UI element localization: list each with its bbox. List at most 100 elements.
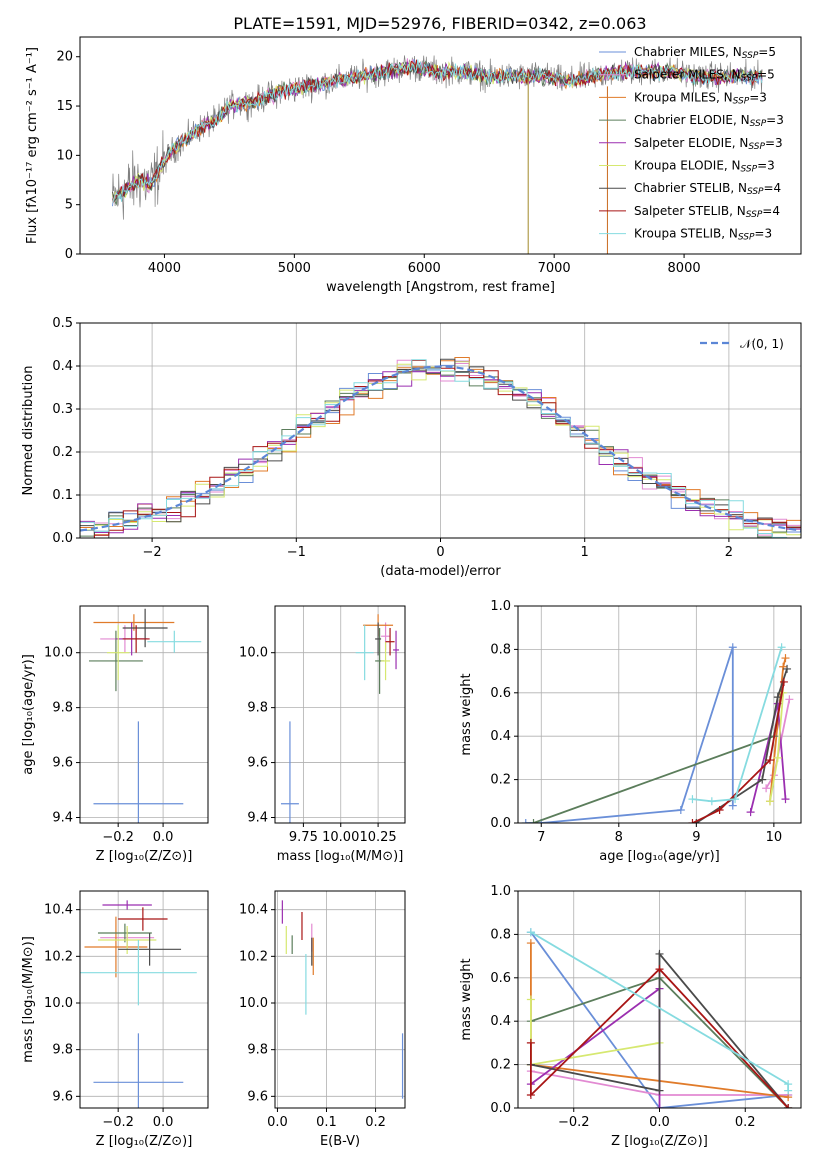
residual-histogram — [80, 359, 801, 538]
weight-lines — [526, 928, 793, 1108]
weight-marker — [746, 808, 755, 817]
weight-marker — [526, 1038, 535, 1047]
weight-marker — [784, 1086, 793, 1095]
weight-line — [530, 951, 789, 1108]
legend-label: Chabrier MILES, NSSP=5 — [634, 45, 776, 61]
weight-marker — [521, 819, 530, 823]
y-axis-label: mass [log₁₀(M/M⊙)] — [21, 936, 36, 1063]
legend-label: Kroupa ELODIE, NSSP=3 — [634, 159, 775, 175]
y-tick-label: 9.8 — [247, 701, 268, 716]
x-tick-label: 7000 — [538, 261, 571, 276]
axes-frame — [517, 890, 802, 1109]
x-tick-label: 0.1 — [316, 1115, 337, 1130]
legend-label: Kroupa STELIB, NSSP=3 — [634, 227, 772, 243]
weight-marker — [728, 801, 737, 810]
weight-marker — [655, 1104, 664, 1108]
errorbar-group — [281, 900, 404, 1099]
y-tick-label: 9.6 — [52, 1089, 73, 1104]
x-axis-label: age [log₁₀(age/yr)] — [599, 849, 720, 864]
weight-marker — [731, 795, 740, 804]
errorbar-group — [88, 608, 202, 823]
x-tick-label: 7 — [537, 830, 545, 845]
y-tick-label: 9.4 — [52, 811, 73, 826]
y-tick-label: 0.4 — [490, 1014, 511, 1029]
axes-frame — [79, 36, 802, 255]
y-tick-label: 9.6 — [247, 756, 268, 771]
weight-marker — [781, 795, 790, 804]
weight-marker — [529, 819, 538, 823]
y-tick-label: 9.8 — [52, 701, 73, 716]
x-axis-label: Z [log₁₀(Z/Z⊙)] — [96, 849, 193, 864]
x-tick-label: 9.75 — [289, 830, 318, 845]
weight-marker — [777, 643, 786, 652]
x-tick-label: −1 — [287, 545, 306, 560]
y-tick-label: 0.2 — [490, 1058, 511, 1073]
axes-frame — [79, 890, 209, 1109]
histogram-group — [80, 357, 801, 538]
panel-1 — [76, 56, 685, 258]
legend-label: Chabrier STELIB, NSSP=4 — [634, 181, 781, 197]
x-tick-label: −0.2 — [558, 1115, 590, 1130]
x-tick-label: 0.0 — [649, 1115, 670, 1130]
y-tick-label: 9.6 — [247, 1089, 268, 1104]
y-tick-label: 0.0 — [490, 816, 511, 831]
x-tick-label: −2 — [143, 545, 162, 560]
x-tick-label: 0.0 — [153, 1115, 174, 1130]
weight-marker — [676, 805, 685, 814]
model-spectrum-line — [112, 59, 763, 202]
y-tick-label: 10.0 — [239, 646, 268, 661]
errorbar-group — [280, 614, 400, 823]
legend-label: Kroupa MILES, NSSP=3 — [634, 90, 767, 106]
y-tick-label: 20 — [56, 50, 73, 65]
weight-line — [525, 646, 734, 823]
y-tick-label: 5 — [65, 198, 73, 213]
x-tick-label: 5000 — [278, 261, 311, 276]
y-tick-label: 0.0 — [490, 1101, 511, 1116]
x-tick-label: 0.0 — [153, 830, 174, 845]
weight-marker — [783, 664, 792, 673]
y-tick-label: 10.2 — [239, 949, 268, 964]
x-axis-label: Z [log₁₀(Z/Z⊙)] — [96, 1134, 193, 1149]
y-axis-label: Normed distribution — [21, 366, 36, 496]
weight-marker — [707, 797, 716, 806]
x-axis-label: mass [log₁₀(M/M⊙)] — [277, 849, 404, 864]
y-tick-label: 10.2 — [44, 949, 73, 964]
weight-marker — [526, 939, 535, 948]
weight-marker — [773, 753, 782, 762]
y-tick-label: 9.8 — [247, 1043, 268, 1058]
y-tick-label: 9.8 — [52, 1043, 73, 1058]
weight-marker — [784, 1104, 793, 1108]
y-tick-label: 10 — [56, 148, 73, 163]
x-tick-label: 1 — [581, 545, 589, 560]
weight-marker — [781, 654, 790, 663]
y-tick-label: 0.4 — [490, 729, 511, 744]
errorbar-group — [80, 900, 197, 1108]
legend-label: 𝒩(0, 1) — [740, 337, 784, 351]
weight-marker — [728, 643, 737, 652]
y-axis-label: mass weight — [459, 673, 474, 755]
weight-marker — [762, 784, 771, 793]
y-tick-label: 10.0 — [44, 996, 73, 1011]
spectrum-lines — [112, 55, 763, 254]
y-tick-label: 9.6 — [52, 756, 73, 771]
weight-marker — [765, 797, 774, 806]
weight-marker — [526, 928, 535, 937]
axes-frame — [274, 605, 406, 824]
x-tick-label: 8000 — [668, 261, 701, 276]
y-tick-label: 9.4 — [247, 811, 268, 826]
normal-curve — [80, 365, 801, 532]
weight-marker — [715, 805, 724, 814]
y-tick-label: 0.8 — [490, 927, 511, 942]
y-tick-label: 0.5 — [52, 316, 73, 331]
x-axis-label: Z [log₁₀(Z/Z⊙)] — [611, 1134, 708, 1149]
weight-marker — [655, 1086, 664, 1095]
panel-6 — [76, 891, 208, 1112]
x-tick-label: 10.00 — [322, 830, 359, 845]
weight-line — [530, 931, 789, 1108]
panel-8 — [514, 890, 801, 1112]
x-tick-label: 9 — [692, 830, 700, 845]
weight-line — [530, 986, 661, 1108]
x-tick-label: 10.25 — [359, 830, 396, 845]
weight-marker — [779, 677, 788, 686]
